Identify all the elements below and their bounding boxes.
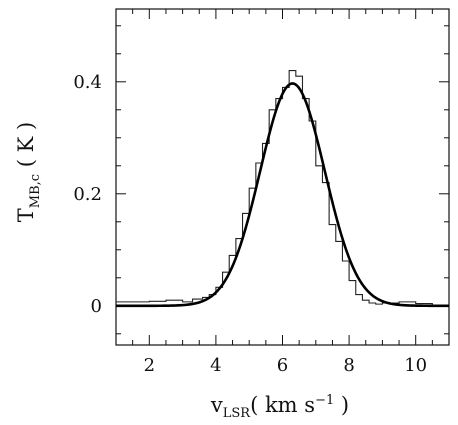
x-tick-label: 4	[210, 355, 221, 376]
x-tick-label: 10	[404, 355, 427, 376]
plot-frame	[115, 8, 450, 346]
x-tick-label: 6	[277, 355, 288, 376]
observed-spectrum-histogram	[116, 70, 449, 307]
x-tick-label: 2	[144, 355, 155, 376]
plot-area: 2 4 6 8 10 0 0.2 0.4	[73, 8, 450, 376]
x-tick-label: 8	[343, 355, 354, 376]
y-axis-label: TMB,c ( K )	[14, 122, 43, 222]
x-axis-label: vLSR( km s−1 )	[210, 393, 349, 421]
y-tick-label: 0.2	[73, 184, 102, 205]
y-tick-label: 0	[91, 296, 102, 317]
y-tick-label: 0.4	[73, 72, 102, 93]
gaussian-fit-line	[116, 82, 449, 308]
